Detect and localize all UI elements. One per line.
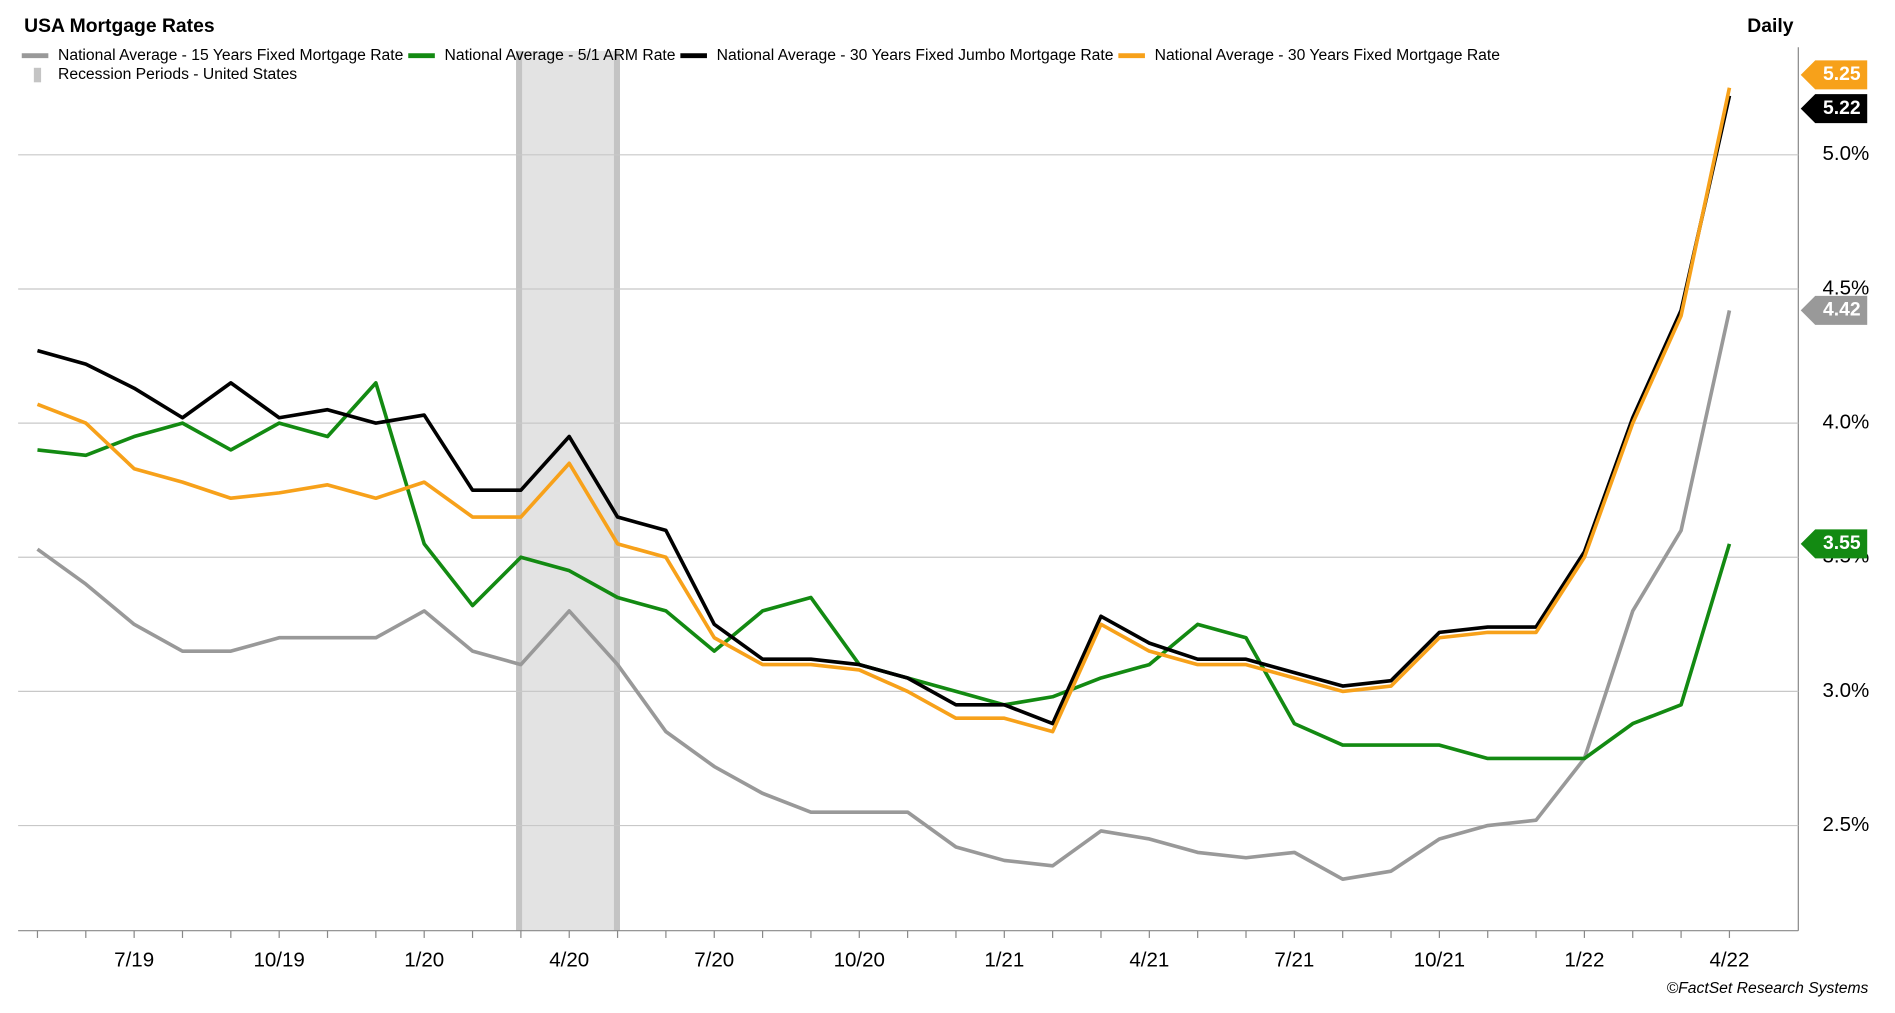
x-tick-label: 10/20 <box>834 948 885 971</box>
x-tick-label: 10/19 <box>253 948 304 971</box>
x-tick-label: 7/21 <box>1274 948 1314 971</box>
legend-label: National Average - 30 Years Fixed Jumbo … <box>717 47 1114 64</box>
legend-label: Recession Periods - United States <box>58 66 297 83</box>
y-tick-label: 2.5% <box>1822 813 1869 836</box>
legend-label: National Average - 15 Years Fixed Mortga… <box>58 47 404 64</box>
y-tick-label: 3.0% <box>1822 679 1869 702</box>
x-tick-label: 1/21 <box>984 948 1024 971</box>
y-tick-label: 4.5% <box>1822 276 1869 299</box>
legend-swatch <box>33 67 42 83</box>
x-tick-label: 4/20 <box>549 948 589 971</box>
series-line <box>36 87 1732 734</box>
series-line <box>36 310 1732 882</box>
end-value-label: 5.22 <box>1823 98 1861 119</box>
end-value-label: 5.25 <box>1823 64 1861 85</box>
end-value-label: 3.55 <box>1823 533 1861 554</box>
x-tick-label: 4/22 <box>1709 948 1749 971</box>
y-tick-label: 4.0% <box>1822 411 1869 434</box>
source: ©FactSet Research Systems <box>1667 980 1869 997</box>
x-tick-label: 7/19 <box>114 948 154 971</box>
x-tick-label: 1/22 <box>1564 948 1604 971</box>
x-tick-label: 10/21 <box>1414 948 1465 971</box>
y-tick-label: 5.0% <box>1822 142 1869 165</box>
legend-label: National Average - 30 Years Fixed Mortga… <box>1155 47 1501 64</box>
chart-title: USA Mortgage Rates <box>24 16 214 37</box>
x-tick-label: 7/20 <box>694 948 734 971</box>
x-tick-label: 1/20 <box>404 948 444 971</box>
end-badge <box>1800 60 1868 90</box>
end-badge <box>1800 295 1868 325</box>
series-line <box>36 95 1732 726</box>
end-value-label: 4.42 <box>1823 300 1861 321</box>
legend-label: National Average - 5/1 ARM Rate <box>445 47 676 64</box>
recession-edge <box>613 50 620 931</box>
frequency: Daily <box>1747 16 1793 37</box>
end-badge <box>1800 94 1868 124</box>
x-tick-label: 4/21 <box>1129 948 1169 971</box>
recession-band <box>516 50 620 931</box>
end-badge <box>1800 529 1868 559</box>
